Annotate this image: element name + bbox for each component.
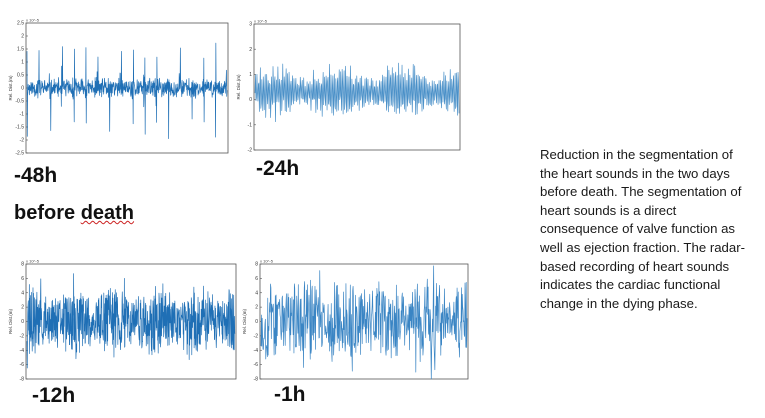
y-tick-label: 0.5 [17,73,24,79]
label-24h: -24h [256,157,300,180]
y-tick-label: 0 [21,86,24,92]
y-tick-label: 0 [255,319,258,325]
y-tick-label: 6 [21,276,24,282]
y-tick-label: -8 [254,377,259,382]
waveform-series [26,273,236,369]
chart-12h-svg: x 10^-58 6 4 2 0 -2 -4 -6 -8 Rel. Dist.(m) [8,259,237,382]
y-tick-label: -2 [20,333,25,339]
y-tick-label: -1 [248,122,253,128]
y-tick-label: 0 [21,319,24,325]
y-axis-label: Rel. Dist.(m) [242,309,247,334]
y-tick-label: 2 [21,305,24,311]
axis-exponent-label: x 10^-5 [260,259,274,264]
y-tick-label: 1 [249,72,252,78]
caption-text: Reduction in the segmentation of the hea… [540,147,745,311]
label-1h: -1h [274,383,306,406]
chart-12h: x 10^-5 8 6 4 2 0 -2 -4 -6 -8 Rel. Dist.(m) [6,257,240,382]
subtitle-before-death: before death [14,202,134,225]
waveform-series [254,62,460,123]
label-48h: -48h [14,164,58,187]
chart-24h-svg: x 10^-53 2 1 0 -1 -2 Rel. Dist.(m) [236,19,461,153]
y-axis-label: Rel. Dist.(m) [8,309,13,334]
subtitle-word-before: before [14,202,76,224]
y-tick-label: 4 [21,290,24,296]
chart-24h: x 10^-5 3 2 1 0 -1 -2 Rel. Dist.(m) [234,17,464,153]
y-tick-label: 4 [255,290,258,296]
waveform-series [260,265,468,380]
chart-48h-svg: x 10^-52.5 2 1.5 1 0.5 0 -0.5 -1 -1.5 -2 -2.5 Rel. … [8,18,229,156]
y-tick-label: -2 [248,148,253,153]
axis-exponent-label: x 10^-5 [26,259,40,264]
y-tick-label: 0 [249,97,252,103]
y-axis-label: Rel. Dist.(m) [236,74,241,99]
y-tick-label: 1.5 [17,47,24,53]
y-tick-label: -2.5 [15,151,24,156]
chart-1h: x 10^-5 8 6 4 2 0 -2 -4 -6 -8 Rel. Dist.(m) [240,257,472,382]
axis-exponent-label: x 10^-5 [254,19,268,24]
y-tick-label: -0.5 [15,99,24,105]
label-12h: -12h [32,384,76,407]
y-tick-label: 2.5 [17,21,24,27]
y-tick-label: -2 [20,138,25,144]
y-tick-label: 2 [249,47,252,53]
y-axis-label: Rel. Dist.(m) [8,75,13,100]
y-tick-label: 1 [21,60,24,66]
y-tick-label: -4 [20,348,25,354]
y-tick-label: -6 [20,362,25,368]
chart-1h-svg: x 10^-58 6 4 2 0 -2 -4 -6 -8 Rel. Dist.(m) [242,259,469,382]
y-tick-label: -8 [20,377,25,382]
y-tick-label: -1 [20,112,25,118]
y-tick-label: 8 [255,262,258,268]
axis-exponent-label: x 10^-5 [26,18,40,23]
y-tick-label: 2 [255,305,258,311]
y-tick-label: 8 [21,262,24,268]
y-tick-label: -2 [254,333,259,339]
waveform-series [26,42,228,140]
subtitle-word-death: death [80,202,135,224]
y-tick-label: 3 [249,22,252,28]
y-tick-label: 6 [255,276,258,282]
chart-48h: x 10^-5 2.5 2 1.5 1 0.5 0 -0.5 -1 -1.5 -2 -2.5 Rel. … [6,16,232,156]
y-tick-label: -4 [254,348,259,354]
y-tick-label: -6 [254,362,259,368]
y-tick-label: -1.5 [15,125,24,131]
y-tick-label: 2 [21,34,24,40]
